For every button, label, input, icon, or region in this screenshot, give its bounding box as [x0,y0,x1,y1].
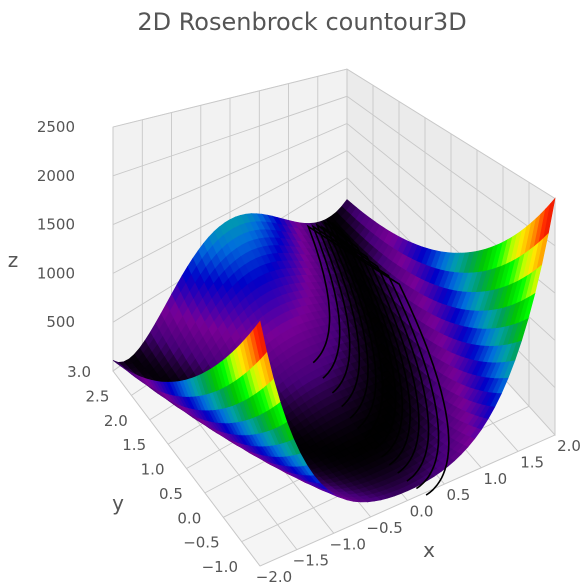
x-tick-label: 2.0 [557,437,581,455]
y-axis-label: y [112,491,124,515]
y-tick-label: 3.0 [67,363,91,381]
x-tick-label: 0.5 [446,486,470,504]
z-tick-label: 1000 [37,264,75,282]
y-tick-label: 1.5 [122,436,146,454]
contour-line [330,222,397,450]
chart-title: 2D Rosenbrock countour3D [137,8,466,36]
surface-plot [112,197,556,503]
contour-line [315,222,430,482]
x-tick-label: 0.0 [410,503,434,521]
contour-line [306,224,450,496]
y-tick-label: 0.0 [177,509,201,527]
y-tick-label: 2.5 [86,387,110,405]
tick-labels: −2.0−1.5−1.0−0.50.00.51.01.52.0−1.0−0.50… [37,118,581,586]
z-tick-label: 2500 [37,118,75,136]
y-tick-label: −0.5 [183,534,219,552]
z-tick-label: 500 [46,313,75,331]
x-tick-label: −1.0 [330,535,366,553]
z-tick-label: 1500 [37,216,75,234]
y-tick-label: 0.5 [159,485,183,503]
x-tick-label: 1.0 [483,470,507,488]
x-tick-label: −1.5 [293,552,329,570]
x-tick-label: −2.0 [256,568,292,586]
z-tick-label: 2000 [37,167,75,185]
x-tick-label: 1.5 [520,453,544,471]
z-axis-label: z [8,248,19,272]
x-tick-label: −0.5 [366,519,402,537]
contour-lines [306,219,450,496]
y-tick-label: −1.0 [202,558,238,576]
grid-line-z [112,122,556,294]
surface-patch [256,320,268,357]
contour-line [320,225,420,474]
x-axis-label: x [423,538,435,562]
y-tick-label: 2.0 [104,412,128,430]
grid-line-y [259,198,556,567]
y-tick-label: 1.0 [141,461,165,479]
contour-line [311,224,440,490]
grid-line-z [112,95,556,247]
grid-line-z [112,68,556,199]
